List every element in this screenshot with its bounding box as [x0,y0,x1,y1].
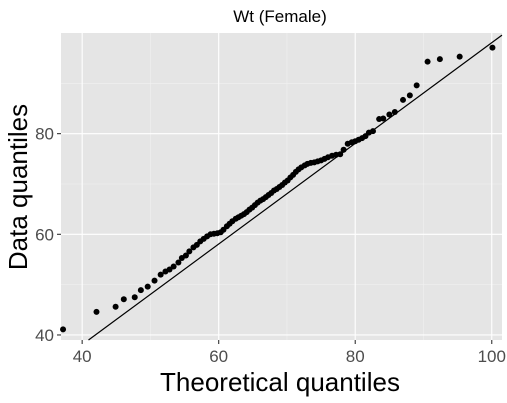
data-point [424,58,431,65]
data-point [413,82,420,89]
x-tick-label: 40 [73,347,92,366]
y-tick-label: 80 [35,125,54,144]
data-point [157,271,164,278]
data-point [380,115,387,122]
x-tick-label: 80 [346,347,365,366]
data-point [186,248,193,255]
data-point [151,277,158,284]
data-point [112,303,119,310]
y-tick-label: 60 [35,225,54,244]
gridlines [61,33,502,340]
data-point [144,283,151,290]
data-point [369,128,376,135]
data-point [337,151,344,158]
data-point [170,263,177,270]
data-point [400,96,407,103]
data-point [120,296,127,303]
x-axis-title: Theoretical quantiles [160,367,400,397]
data-point [436,56,443,63]
reference-line [88,34,503,341]
data-point [175,259,182,266]
data-point [137,287,144,294]
data-point [93,308,100,315]
axis-ticks: 40 60 80 100 40 60 80 [35,125,506,366]
x-tick-label: 100 [478,347,506,366]
data-point [166,266,173,273]
data-point [131,294,138,301]
data-point [456,53,463,60]
data-point [340,146,347,153]
data-points [60,44,496,333]
data-point [60,326,67,333]
data-point [182,252,189,259]
data-point [406,92,413,99]
data-point [386,111,393,118]
y-tick-label: 40 [35,326,54,345]
data-point [391,109,398,116]
x-tick-label: 60 [209,347,228,366]
plot-title: Wt (Female) [233,7,327,26]
data-point [489,44,496,51]
y-axis-title: Data quantiles [3,104,33,270]
